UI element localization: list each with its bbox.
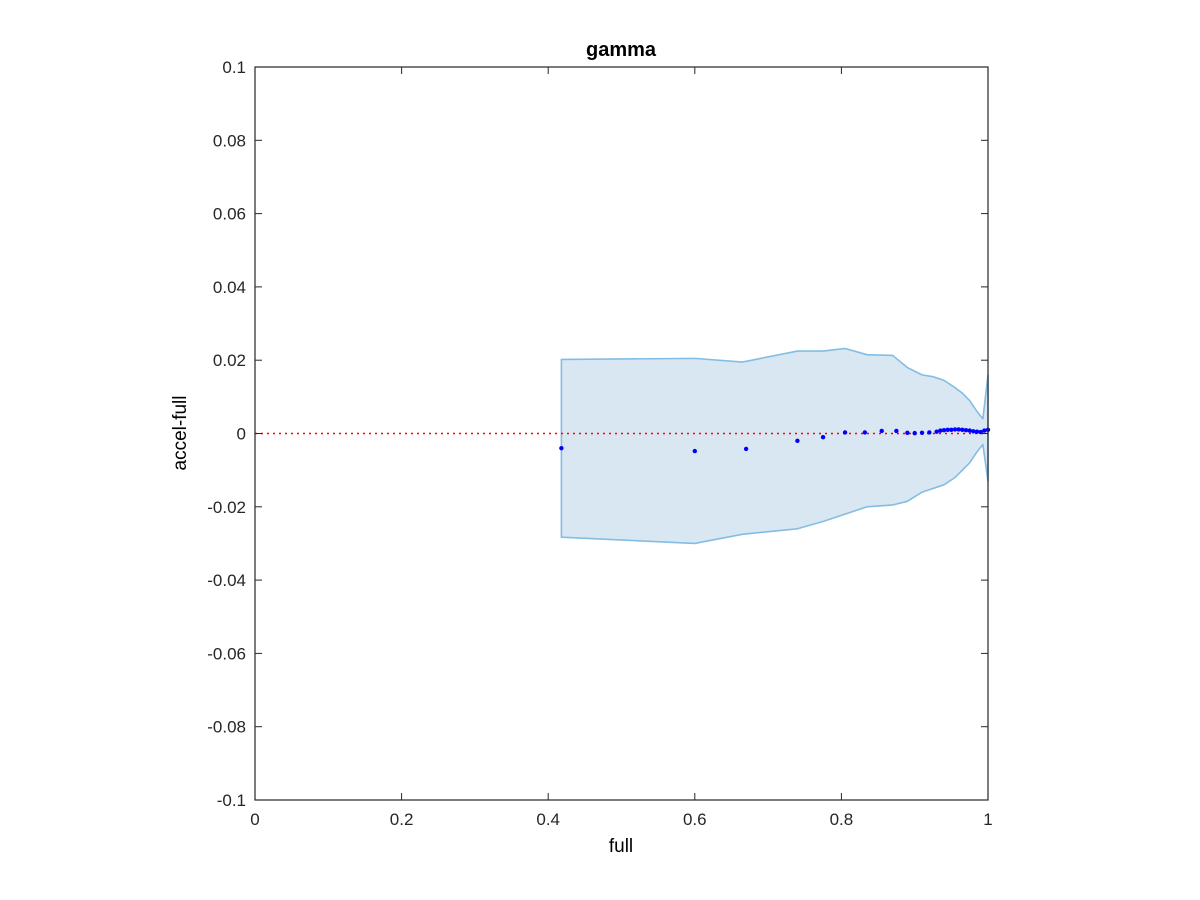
data-point [974,429,980,434]
chart-title: gamma [586,39,657,61]
data-point [919,430,925,435]
data-point [692,448,697,454]
y-tick-label: 0.08 [213,131,246,150]
y-tick-label: 0.1 [222,58,246,77]
x-axis-label: full [609,836,633,857]
data-point [952,427,958,432]
y-tick-label: 0.06 [213,205,246,224]
data-point [938,428,943,433]
y-tick-label: -0.08 [207,718,246,737]
data-point [927,430,932,435]
y-axis-label: accel-full [170,396,191,471]
data-point [862,430,868,435]
y-tick-label: 0.02 [213,351,246,370]
y-tick-label: -0.04 [207,571,246,590]
data-point [879,428,884,434]
x-tick-label: 0.2 [390,810,414,829]
data-point [945,427,950,433]
x-tick-label: 0.8 [830,810,854,829]
data-point [795,438,800,444]
y-tick-label: -0.1 [217,791,246,810]
confidence-band [560,347,989,545]
y-tick-label: -0.02 [207,498,246,517]
y-tick-label: 0 [237,425,246,444]
data-point [982,428,987,433]
data-point [967,428,972,433]
plot-area: 0 0.2 0.4 0.6 0.8 1 -0.1 -0.08 -0.06 -0.04 -0.02 0 0… [207,58,992,829]
data-point [941,428,947,433]
data-point [559,445,564,451]
x-tick-label: 0.4 [536,810,560,829]
y-tick-label: -0.06 [207,644,246,663]
data-point [934,429,939,434]
y-tick-label: 0.04 [213,278,246,297]
data-point [963,428,969,433]
x-tick-label: 1 [983,810,992,829]
data-point [971,429,976,434]
data-point [956,427,961,432]
data-point [912,430,917,436]
data-point [949,427,954,433]
x-tick-label: 0.6 [683,810,707,829]
x-tick-label: 0 [250,810,259,829]
data-point [743,446,749,452]
data-point [960,427,965,433]
data-point [905,430,910,435]
data-point [820,434,826,440]
data-point [842,430,848,435]
data-point [894,428,899,434]
